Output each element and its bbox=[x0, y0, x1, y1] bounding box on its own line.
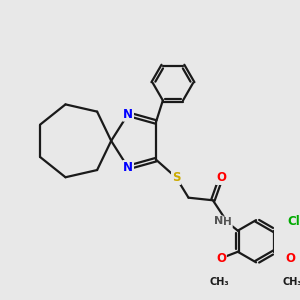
Text: N: N bbox=[123, 161, 133, 174]
Text: O: O bbox=[286, 252, 296, 266]
Text: N: N bbox=[214, 216, 223, 226]
Text: Cl: Cl bbox=[287, 215, 300, 228]
Text: O: O bbox=[216, 171, 226, 184]
Text: S: S bbox=[172, 171, 180, 184]
Text: CH₃: CH₃ bbox=[282, 278, 300, 287]
Text: H: H bbox=[223, 218, 232, 227]
Text: CH₃: CH₃ bbox=[209, 277, 229, 287]
Text: O: O bbox=[216, 252, 226, 265]
Text: N: N bbox=[123, 108, 133, 121]
